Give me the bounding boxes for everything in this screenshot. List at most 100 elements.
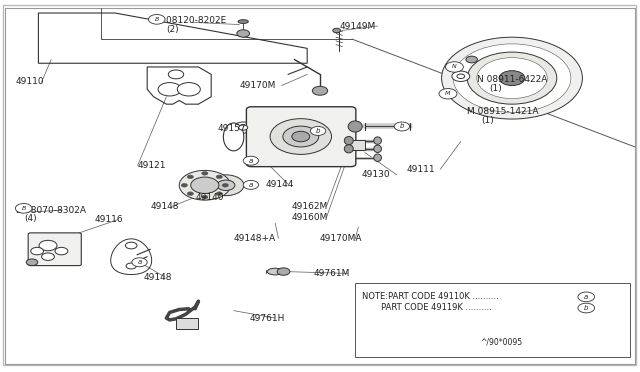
Text: 49111: 49111 <box>406 165 435 174</box>
Circle shape <box>467 52 557 104</box>
Text: 49148+A: 49148+A <box>234 234 276 243</box>
Text: 49121: 49121 <box>138 161 166 170</box>
Text: B: B <box>155 17 159 22</box>
Text: B: B <box>22 206 26 211</box>
Text: (4): (4) <box>24 214 37 223</box>
Text: b: b <box>584 305 589 311</box>
Text: NOTE:PART CODE 49110K ..........: NOTE:PART CODE 49110K .......... <box>362 292 499 301</box>
Text: a: a <box>249 158 253 164</box>
Circle shape <box>148 15 165 24</box>
Circle shape <box>292 131 310 142</box>
Text: a: a <box>584 294 588 300</box>
Circle shape <box>466 56 477 63</box>
Text: (1): (1) <box>490 84 502 93</box>
Circle shape <box>187 192 193 196</box>
Circle shape <box>312 86 328 95</box>
Text: 49140: 49140 <box>195 193 224 202</box>
Text: (2): (2) <box>166 25 179 34</box>
Circle shape <box>277 268 290 275</box>
Circle shape <box>132 258 147 267</box>
FancyBboxPatch shape <box>28 233 81 266</box>
Circle shape <box>126 263 136 269</box>
FancyBboxPatch shape <box>349 140 365 150</box>
Text: a: a <box>138 259 141 265</box>
Circle shape <box>243 156 259 165</box>
Circle shape <box>270 119 332 154</box>
Text: 49170MA: 49170MA <box>320 234 362 243</box>
Text: 49144: 49144 <box>266 180 294 189</box>
Circle shape <box>216 192 223 196</box>
Ellipse shape <box>238 20 248 23</box>
Circle shape <box>234 122 253 133</box>
Ellipse shape <box>344 137 353 145</box>
Circle shape <box>216 175 223 179</box>
Circle shape <box>42 253 54 260</box>
Circle shape <box>202 171 208 175</box>
Circle shape <box>179 170 230 200</box>
Circle shape <box>499 71 525 86</box>
Circle shape <box>442 37 582 119</box>
Circle shape <box>217 180 235 190</box>
Circle shape <box>578 303 595 313</box>
Circle shape <box>181 183 188 187</box>
Text: 49162M: 49162M <box>291 202 328 211</box>
Circle shape <box>578 292 595 302</box>
Text: ^/90*0095: ^/90*0095 <box>480 338 522 347</box>
Text: PART CODE 49119K ..........: PART CODE 49119K .......... <box>381 303 492 312</box>
Text: 49170M: 49170M <box>240 81 276 90</box>
Circle shape <box>439 89 457 99</box>
Circle shape <box>177 83 200 96</box>
Text: (1): (1) <box>481 116 494 125</box>
Circle shape <box>39 240 57 251</box>
Circle shape <box>394 122 410 131</box>
FancyBboxPatch shape <box>246 107 356 167</box>
Circle shape <box>191 177 219 193</box>
Circle shape <box>26 259 38 266</box>
Ellipse shape <box>374 145 381 153</box>
Circle shape <box>55 247 68 255</box>
Ellipse shape <box>374 137 381 144</box>
Text: B 08120-8202E: B 08120-8202E <box>157 16 226 25</box>
Text: b: b <box>399 124 404 129</box>
FancyBboxPatch shape <box>355 283 630 357</box>
Circle shape <box>477 58 547 99</box>
Text: 49761M: 49761M <box>314 269 350 278</box>
Text: M: M <box>445 91 451 96</box>
Text: 49110: 49110 <box>16 77 45 86</box>
Text: 49149M: 49149M <box>339 22 376 31</box>
Text: 49148: 49148 <box>150 202 179 211</box>
Circle shape <box>208 175 244 196</box>
Circle shape <box>15 203 32 213</box>
Circle shape <box>125 242 137 249</box>
FancyBboxPatch shape <box>3 5 636 365</box>
Text: N: N <box>452 64 457 70</box>
Circle shape <box>168 70 184 79</box>
Circle shape <box>333 28 340 33</box>
Circle shape <box>222 183 228 187</box>
Circle shape <box>310 126 326 135</box>
Text: 49761H: 49761H <box>250 314 285 323</box>
Text: 49148: 49148 <box>144 273 173 282</box>
Circle shape <box>457 74 465 78</box>
Text: 49160M: 49160M <box>291 213 328 222</box>
Ellipse shape <box>374 154 381 161</box>
Circle shape <box>239 125 248 130</box>
Text: M 08915-1421A: M 08915-1421A <box>467 107 539 116</box>
Circle shape <box>158 83 181 96</box>
Circle shape <box>283 126 319 147</box>
Text: 49157: 49157 <box>218 124 246 133</box>
Circle shape <box>445 62 463 72</box>
Circle shape <box>237 30 250 37</box>
Circle shape <box>452 71 470 81</box>
Ellipse shape <box>348 121 362 132</box>
Text: N 08911-6422A: N 08911-6422A <box>477 76 547 84</box>
Circle shape <box>202 195 208 199</box>
Circle shape <box>31 247 44 255</box>
Ellipse shape <box>268 268 283 275</box>
Text: 49130: 49130 <box>362 170 390 179</box>
Circle shape <box>243 180 259 189</box>
Circle shape <box>187 175 193 179</box>
Text: b: b <box>316 128 321 134</box>
Ellipse shape <box>344 145 353 153</box>
Text: B 08070-8302A: B 08070-8302A <box>16 206 86 215</box>
